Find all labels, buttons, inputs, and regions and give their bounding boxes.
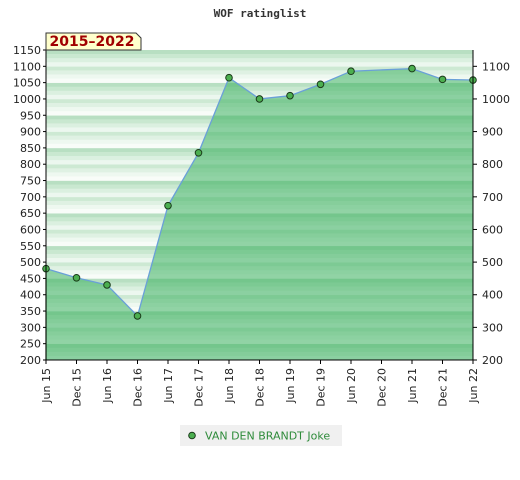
x-tick-label: Jun 20	[345, 368, 358, 404]
band	[46, 74, 473, 79]
series-line	[45, 67, 474, 318]
y-tick-label-left: 1050	[13, 77, 41, 90]
area-fill	[46, 68, 473, 360]
x-tick-label: Dec 15	[71, 368, 84, 407]
y-tick-label-right: 500	[482, 256, 503, 269]
band	[46, 78, 473, 83]
band	[46, 66, 473, 71]
band	[46, 90, 473, 96]
y-tick-label-left: 650	[20, 207, 41, 220]
legend-marker	[188, 431, 196, 440]
y-tick-label-left: 600	[20, 223, 41, 236]
x-tick-label: Dec 16	[132, 368, 145, 407]
y-tick-label-left: 900	[20, 126, 41, 139]
data-point	[438, 75, 447, 84]
y-tick-label-right: 200	[482, 354, 503, 367]
data-point	[103, 281, 111, 289]
x-tick-label: Dec 21	[437, 368, 450, 407]
x-tick-label: Dec 17	[193, 368, 206, 407]
rating-area	[46, 68, 473, 360]
y-tick-label-left: 700	[20, 191, 41, 204]
data-point	[194, 148, 203, 157]
band	[46, 54, 473, 59]
y-tick-label-left: 950	[20, 109, 41, 122]
badge-text: 2015–2022	[50, 34, 135, 50]
y-tick-label-left: 350	[20, 305, 41, 318]
x-tick-label: Jun 16	[101, 368, 114, 404]
y-tick-label-left: 1150	[13, 44, 41, 57]
legend: VAN DEN BRANDT Joke	[180, 425, 342, 446]
period-badge: 2015–2022	[45, 32, 142, 51]
y-tick-label-left: 400	[20, 289, 41, 302]
data-point	[225, 73, 233, 82]
band	[46, 82, 473, 88]
y-tick-label-right: 600	[482, 223, 503, 236]
data-point	[408, 64, 416, 73]
data-points	[42, 64, 477, 320]
band	[46, 62, 473, 67]
y-tick-label-right: 1100	[482, 60, 510, 73]
band	[46, 58, 473, 63]
band	[46, 50, 473, 55]
x-tick-label: Jun 19	[284, 368, 297, 404]
legend-label: VAN DEN BRANDT Joke	[205, 430, 330, 443]
y-tick-label-left: 450	[20, 272, 41, 285]
y-tick-label-right: 700	[482, 191, 503, 204]
x-tick-label: Dec 19	[315, 368, 328, 407]
data-point	[347, 67, 355, 76]
data-point	[133, 312, 142, 320]
x-tick-label: Jun 17	[162, 368, 175, 404]
x-tick-label: Dec 20	[376, 368, 389, 407]
y-tick-label-left: 500	[20, 256, 41, 269]
y-tick-label-left: 800	[20, 158, 41, 171]
y-tick-label-left: 200	[20, 354, 41, 367]
y-tick-label-left: 300	[20, 321, 41, 334]
x-tick-label: Jun 15	[40, 368, 53, 404]
data-point	[72, 273, 81, 282]
data-point	[164, 201, 172, 210]
y-tick-label-left: 1000	[13, 93, 41, 106]
y-tick-label-left: 750	[20, 175, 41, 188]
y-tick-label-right: 900	[482, 126, 503, 139]
y-tick-label-right: 1000	[482, 93, 510, 106]
y-tick-label-left: 550	[20, 240, 41, 253]
data-point	[316, 80, 325, 89]
data-point	[255, 95, 264, 103]
band	[46, 70, 473, 75]
y-tick-label-left: 250	[20, 338, 41, 351]
data-point	[286, 91, 294, 100]
y-tick-label-right: 800	[482, 158, 503, 171]
x-tick-label: Jun 22	[467, 368, 480, 404]
y-tick-label-right: 400	[482, 289, 503, 302]
band	[46, 86, 473, 92]
x-tick-label: Jun 18	[223, 368, 236, 404]
axes: 200 250 300 350 400 450 500 550 600 650 700 750 800 8…	[13, 44, 510, 407]
y-tick-label-left: 850	[20, 142, 41, 155]
x-tick-label: Dec 18	[254, 368, 267, 407]
x-tick-label: Jun 21	[406, 368, 419, 404]
y-tick-label-right: 300	[482, 321, 503, 334]
legend-box	[180, 425, 342, 446]
chart-title: WOF ratinglist	[214, 7, 307, 20]
badge-shape	[45, 32, 142, 51]
y-tick-label-left: 1100	[13, 60, 41, 73]
